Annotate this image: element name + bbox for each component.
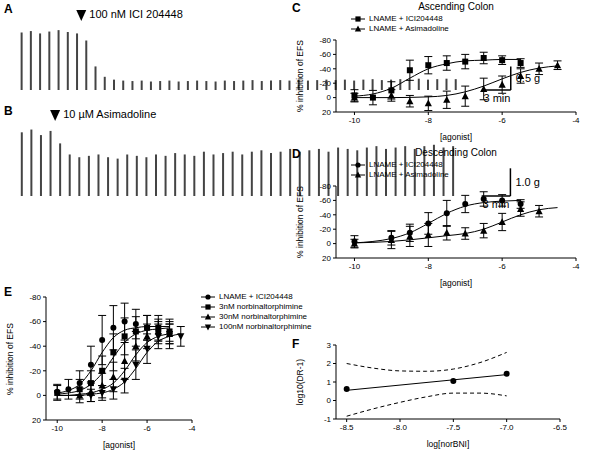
html-text:LNAME + ICI204448: LNAME + ICI204448 xyxy=(369,14,443,23)
html-text:% inhibition of EFS: % inhibition of EFS xyxy=(295,40,305,112)
svg-text:-80: -80 xyxy=(29,293,41,302)
html-text:D: D xyxy=(292,147,301,161)
svg-text:10 µM Asimadoline: 10 µM Asimadoline xyxy=(63,108,156,120)
svg-text:-60: -60 xyxy=(319,196,331,205)
html-text:% inhibition of EFS: % inhibition of EFS xyxy=(5,322,15,395)
svg-text:0: 0 xyxy=(37,391,42,400)
svg-text:1.0 g: 1.0 g xyxy=(515,176,539,188)
svg-text:-6: -6 xyxy=(144,424,152,433)
svg-text:0: 0 xyxy=(327,239,332,248)
html-text:Descending Colon: Descending Colon xyxy=(415,147,497,158)
html-text:Ascending Colon: Ascending Colon xyxy=(418,1,494,12)
svg-text:-10: -10 xyxy=(349,262,361,271)
svg-text:-6.5: -6.5 xyxy=(553,423,567,432)
svg-text:1: 1 xyxy=(327,378,332,387)
html-text:E: E xyxy=(4,285,12,299)
svg-text:-4: -4 xyxy=(572,116,580,125)
svg-text:[agonist]: [agonist] xyxy=(103,440,135,450)
svg-text:-1: -1 xyxy=(324,415,332,424)
svg-text:-80: -80 xyxy=(319,36,331,45)
svg-text:3 min: 3 min xyxy=(483,198,510,210)
html-text:3nM norbinaltorphimine: 3nM norbinaltorphimine xyxy=(219,302,303,311)
svg-text:-60: -60 xyxy=(319,50,331,59)
svg-text:-4: -4 xyxy=(572,262,580,271)
html-text:LNAME + Asimadoline: LNAME + Asimadoline xyxy=(369,24,449,33)
svg-text:-20: -20 xyxy=(29,367,41,376)
html-text:A: A xyxy=(4,2,13,16)
svg-text:-10: -10 xyxy=(349,116,361,125)
svg-text:100 nM ICI 204448: 100 nM ICI 204448 xyxy=(89,8,183,20)
svg-text:[agonist]: [agonist] xyxy=(440,132,472,142)
svg-text:3: 3 xyxy=(327,341,332,350)
html-text:B: B xyxy=(4,104,13,118)
svg-text:-40: -40 xyxy=(319,211,331,220)
svg-text:-10: -10 xyxy=(51,424,63,433)
html-text:30nM norbinaltorphimine: 30nM norbinaltorphimine xyxy=(219,312,308,321)
html-text:log10(DR-1): log10(DR-1) xyxy=(295,358,305,406)
svg-text:20: 20 xyxy=(32,416,41,425)
svg-text:20: 20 xyxy=(322,254,331,263)
svg-text:-6: -6 xyxy=(499,116,507,125)
svg-text:-80: -80 xyxy=(319,182,331,191)
svg-text:0: 0 xyxy=(327,396,332,405)
svg-text:[agonist]: [agonist] xyxy=(440,278,472,288)
svg-text:20: 20 xyxy=(322,108,331,117)
svg-text:3 min: 3 min xyxy=(483,92,510,104)
svg-text:-8: -8 xyxy=(425,262,433,271)
svg-text:-20: -20 xyxy=(319,225,331,234)
svg-text:-60: -60 xyxy=(29,317,41,326)
svg-text:-20: -20 xyxy=(319,79,331,88)
html-text:LNAME + ICI204448: LNAME + ICI204448 xyxy=(219,292,293,301)
svg-text:-4: -4 xyxy=(188,424,196,433)
svg-text:-8.0: -8.0 xyxy=(393,423,407,432)
svg-text:-40: -40 xyxy=(29,342,41,351)
svg-text:-8: -8 xyxy=(99,424,107,433)
svg-text:-8: -8 xyxy=(425,116,433,125)
html-text:LNAME + Asimadoline: LNAME + Asimadoline xyxy=(369,170,449,179)
svg-text:-7.5: -7.5 xyxy=(446,423,460,432)
html-text:F: F xyxy=(292,337,300,351)
svg-text:-40: -40 xyxy=(319,65,331,74)
svg-text:0.5 g: 0.5 g xyxy=(516,72,540,84)
html-text:LNAME + ICI204448: LNAME + ICI204448 xyxy=(369,160,443,169)
svg-text:0: 0 xyxy=(327,93,332,102)
svg-text:log[norBNI]: log[norBNI] xyxy=(427,439,470,449)
svg-text:-7.0: -7.0 xyxy=(500,423,514,432)
html-text:% inhibition of EFS: % inhibition of EFS xyxy=(295,186,305,258)
svg-text:2: 2 xyxy=(327,359,332,368)
svg-text:-6: -6 xyxy=(499,262,507,271)
html-text:C: C xyxy=(292,1,301,15)
html-text:100nM norbinaltorphimine: 100nM norbinaltorphimine xyxy=(219,322,312,331)
svg-text:-8.5: -8.5 xyxy=(340,423,354,432)
